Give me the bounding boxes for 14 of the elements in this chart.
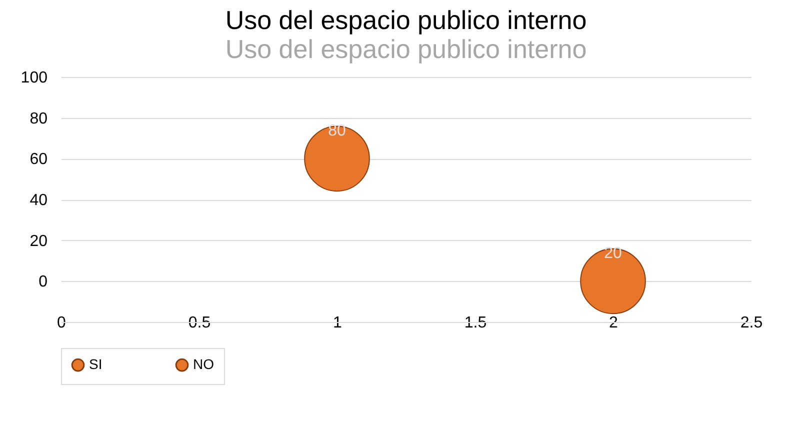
- chart-subtitle: Uso del espacio publico interno: [225, 34, 587, 64]
- legend-label: NO: [193, 356, 214, 372]
- y-tick-label: 40: [30, 192, 48, 209]
- y-tick-label: 0: [38, 274, 48, 291]
- chart-title: Uso del espacio publico interno: [225, 5, 587, 35]
- y-tick-label: 20: [30, 232, 48, 250]
- x-tick-label: 0: [57, 314, 66, 332]
- y-tick-label: 100: [20, 70, 48, 86]
- legend-label: SI: [89, 356, 102, 372]
- x-tick-label: 2.5: [740, 314, 763, 332]
- y-tick-label: 80: [30, 110, 48, 128]
- annotation: 80: [328, 122, 346, 140]
- annotation: 20: [604, 245, 622, 262]
- y-tick-label: 60: [30, 151, 48, 168]
